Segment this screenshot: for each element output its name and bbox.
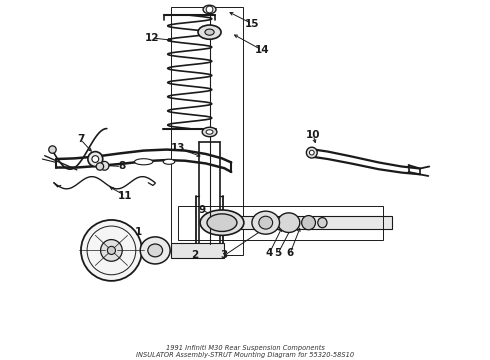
Ellipse shape [202,127,217,137]
Circle shape [81,220,142,281]
Circle shape [92,156,98,162]
Bar [218,216,392,229]
Text: 5: 5 [274,248,282,258]
Text: 9: 9 [198,205,206,215]
Bar [172,243,224,258]
Circle shape [306,147,317,158]
Text: 6: 6 [287,248,294,258]
Ellipse shape [278,213,300,233]
Ellipse shape [207,214,237,231]
Ellipse shape [198,25,221,39]
Text: 3: 3 [220,251,228,261]
Circle shape [100,240,122,261]
Text: 15: 15 [245,19,259,29]
Text: 12: 12 [145,33,159,43]
Ellipse shape [134,159,153,165]
Ellipse shape [318,217,327,228]
Ellipse shape [200,210,244,235]
Circle shape [49,146,56,153]
Text: 1991 Infiniti M30 Rear Suspension Components
INSULATOR Assembly-STRUT Mounting D: 1991 Infiniti M30 Rear Suspension Compon… [136,345,354,358]
Text: 14: 14 [255,45,270,55]
Ellipse shape [205,29,214,35]
Ellipse shape [259,216,272,229]
Ellipse shape [203,5,216,14]
Text: 13: 13 [171,143,185,153]
Circle shape [107,246,116,255]
Text: 8: 8 [118,162,125,171]
Ellipse shape [163,159,175,164]
Text: 2: 2 [191,251,198,261]
Circle shape [88,152,103,166]
Ellipse shape [140,237,170,264]
Circle shape [206,6,213,13]
Ellipse shape [252,211,279,234]
Ellipse shape [148,244,163,257]
Circle shape [309,150,314,155]
Ellipse shape [206,130,213,134]
Ellipse shape [302,216,316,230]
Text: 1: 1 [135,227,142,237]
Text: 10: 10 [306,130,320,140]
Circle shape [96,163,103,170]
Text: 7: 7 [77,134,84,144]
Text: 4: 4 [266,248,273,258]
Bar [178,206,383,240]
Circle shape [100,161,109,170]
Bar [172,7,243,256]
Text: 11: 11 [118,190,132,201]
